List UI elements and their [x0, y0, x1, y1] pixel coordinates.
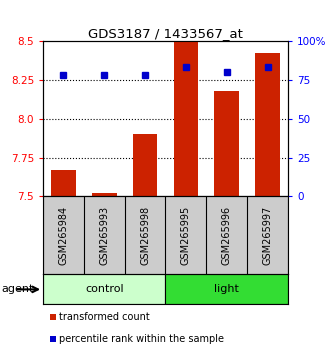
Text: GSM265998: GSM265998 [140, 206, 150, 265]
Bar [133, 134, 157, 196]
Bar [92, 193, 117, 196]
Title: GDS3187 / 1433567_at: GDS3187 / 1433567_at [88, 27, 243, 40]
Text: transformed count: transformed count [59, 312, 150, 322]
Bar [166, 274, 288, 304]
Text: GSM265993: GSM265993 [99, 206, 109, 265]
Text: GSM265984: GSM265984 [59, 206, 69, 265]
Text: light: light [214, 284, 239, 295]
Text: GSM265996: GSM265996 [222, 206, 232, 265]
Text: agent: agent [2, 284, 34, 295]
Text: GSM265997: GSM265997 [262, 206, 272, 265]
Text: percentile rank within the sample: percentile rank within the sample [59, 334, 224, 344]
Bar [255, 53, 280, 196]
Bar [51, 170, 76, 196]
Text: control: control [85, 284, 123, 295]
Bar [43, 274, 166, 304]
Text: GSM265995: GSM265995 [181, 206, 191, 265]
Bar [174, 42, 198, 196]
Bar [214, 91, 239, 196]
